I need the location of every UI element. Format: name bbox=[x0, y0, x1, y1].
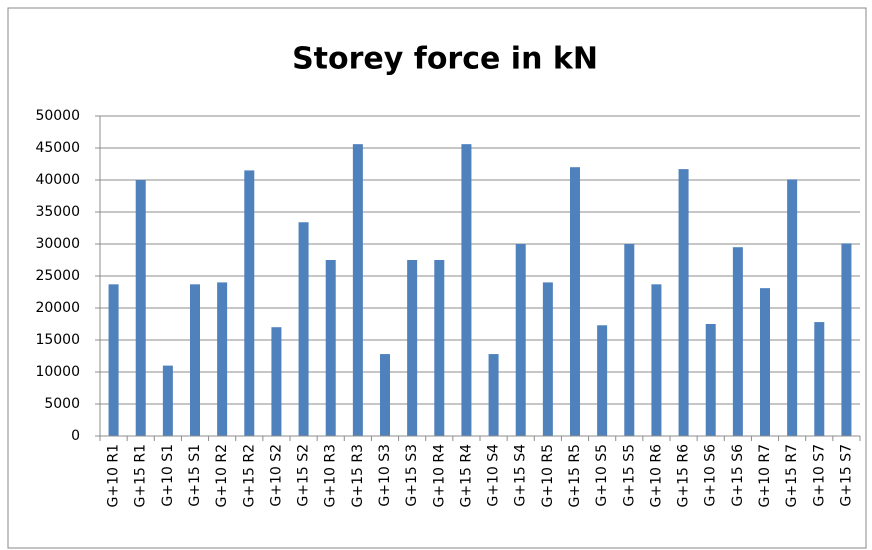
bar bbox=[244, 170, 255, 436]
x-tick-label: G+15 S5 bbox=[621, 444, 637, 507]
bar bbox=[298, 222, 309, 436]
x-tick-label: G+10 R5 bbox=[540, 444, 556, 507]
bar bbox=[787, 179, 798, 437]
bar bbox=[190, 284, 200, 436]
x-tick-label: G+15 R7 bbox=[784, 444, 800, 507]
bar bbox=[542, 282, 553, 436]
x-tick-label: G+15 S6 bbox=[730, 444, 746, 507]
bar bbox=[434, 260, 445, 436]
bar bbox=[407, 260, 418, 436]
x-tick-label: G+10 S3 bbox=[377, 444, 393, 507]
bar bbox=[108, 284, 119, 436]
x-tick-label: G+10 S7 bbox=[811, 444, 827, 507]
x-tick-label: G+15 S7 bbox=[838, 444, 854, 507]
bar bbox=[162, 365, 173, 436]
bar bbox=[841, 243, 852, 436]
bar bbox=[570, 167, 580, 436]
x-tick-label: G+15 R5 bbox=[567, 444, 583, 507]
bar bbox=[352, 144, 363, 436]
bar bbox=[488, 354, 499, 436]
x-tick-label: G+15 S4 bbox=[513, 444, 529, 507]
bar bbox=[678, 169, 689, 436]
y-tick-label: 50000 bbox=[35, 108, 80, 124]
bar bbox=[705, 324, 716, 436]
bar bbox=[732, 247, 743, 436]
bar bbox=[651, 284, 662, 436]
x-tick-label: G+15 S3 bbox=[404, 444, 420, 507]
x-tick-label: G+10 S4 bbox=[486, 444, 502, 507]
bar bbox=[380, 354, 390, 436]
x-tick-label: G+10 R2 bbox=[214, 444, 230, 507]
x-tick-label: G+10 R4 bbox=[431, 444, 447, 508]
x-tick-label: G+10 R1 bbox=[106, 444, 122, 507]
bar bbox=[515, 244, 526, 436]
y-tick-label: 0 bbox=[71, 428, 80, 444]
chart-title: Storey force in kN bbox=[292, 42, 598, 77]
bar bbox=[624, 244, 635, 436]
x-tick-label: G+10 R7 bbox=[757, 444, 773, 507]
bar bbox=[760, 288, 770, 436]
y-tick-label: 10000 bbox=[35, 364, 80, 380]
y-tick-label: 5000 bbox=[44, 396, 80, 412]
x-tick-label: G+15 S2 bbox=[296, 444, 312, 507]
bar bbox=[597, 325, 608, 436]
x-tick-label: G+15 R3 bbox=[350, 444, 366, 507]
y-tick-label: 35000 bbox=[35, 204, 80, 220]
bar bbox=[325, 260, 336, 436]
y-tick-label: 30000 bbox=[35, 236, 80, 252]
y-tick-label: 25000 bbox=[35, 268, 80, 284]
y-tick-label: 40000 bbox=[35, 172, 80, 188]
x-tick-label: G+10 S5 bbox=[594, 444, 610, 507]
bar bbox=[135, 180, 146, 436]
x-tick-label: G+10 S2 bbox=[268, 444, 284, 507]
y-tick-label: 45000 bbox=[35, 140, 80, 156]
x-tick-label: G+15 S1 bbox=[187, 444, 203, 507]
bar bbox=[217, 282, 228, 436]
bar bbox=[461, 144, 472, 436]
y-tick-label: 15000 bbox=[35, 332, 80, 348]
x-tick-label: G+15 R6 bbox=[676, 444, 692, 508]
x-tick-label: G+15 R1 bbox=[133, 444, 149, 507]
x-tick-label: G+15 R4 bbox=[458, 444, 474, 508]
y-tick-label: 20000 bbox=[35, 300, 80, 316]
x-tick-label: G+15 R2 bbox=[241, 444, 257, 507]
bar bbox=[814, 322, 825, 436]
x-tick-label: G+10 R6 bbox=[648, 444, 664, 508]
bar bbox=[271, 327, 282, 436]
x-tick-label: G+10 S6 bbox=[703, 444, 719, 507]
x-tick-label: G+10 R3 bbox=[323, 444, 339, 507]
x-tick-label: G+10 S1 bbox=[160, 444, 176, 507]
